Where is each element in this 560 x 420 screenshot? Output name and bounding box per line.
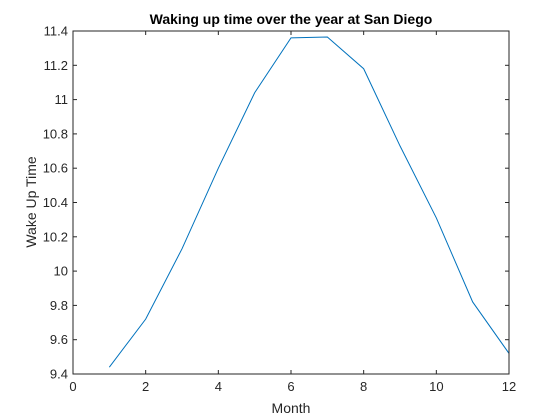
y-tick-label: 9.6 bbox=[50, 332, 68, 347]
y-tick-label: 10.4 bbox=[43, 195, 68, 210]
chart-title: Waking up time over the year at San Dieg… bbox=[150, 11, 433, 27]
series-line bbox=[108, 36, 510, 368]
x-tick-label: 4 bbox=[215, 379, 222, 394]
x-tick-label: 0 bbox=[69, 379, 76, 394]
y-tick-label: 11.4 bbox=[44, 24, 68, 39]
y-tick-label: 9.4 bbox=[50, 367, 68, 382]
x-axis: 0 2 4 6 8 10 12 bbox=[69, 31, 516, 394]
y-tick-label: 11.2 bbox=[44, 58, 68, 73]
y-axis: 9.4 9.6 9.8 10 10.2 10.4 10.6 10.8 11 11.2 11.4 bbox=[43, 24, 509, 382]
y-tick-label: 10.6 bbox=[43, 161, 68, 176]
x-axis-label: Month bbox=[272, 400, 311, 416]
y-tick-label: 10 bbox=[54, 264, 68, 279]
y-axis-label: Wake Up Time bbox=[23, 156, 39, 247]
x-tick-label: 6 bbox=[287, 379, 294, 394]
series-layer bbox=[108, 36, 510, 368]
y-tick-label: 10.2 bbox=[43, 229, 68, 244]
x-tick-label: 2 bbox=[142, 379, 149, 394]
x-tick-label: 10 bbox=[429, 379, 443, 394]
x-tick-label: 12 bbox=[502, 379, 516, 394]
y-tick-label: 11 bbox=[55, 92, 69, 107]
plot-area bbox=[73, 31, 509, 374]
x-tick-label: 8 bbox=[360, 379, 367, 394]
y-tick-label: 10.8 bbox=[43, 126, 68, 141]
y-tick-label: 9.8 bbox=[50, 298, 68, 313]
